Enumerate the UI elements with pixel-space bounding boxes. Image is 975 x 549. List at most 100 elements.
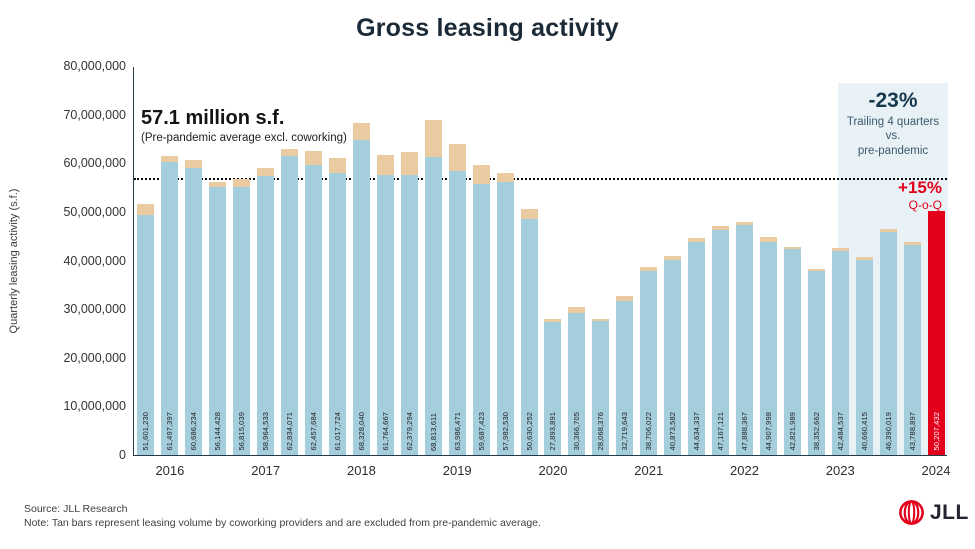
bar-Q2-2024: 50,207,432 <box>927 210 945 455</box>
coworking-segment <box>879 229 897 232</box>
qoq-pct-label: +15% <box>898 178 942 197</box>
bar-Q1-2024: 43,788,897 <box>903 242 921 455</box>
coworking-segment <box>329 158 346 174</box>
bar-value-label: 61,497,397 <box>165 412 175 451</box>
coworking-segment <box>185 159 203 169</box>
bar-value-label: 61,764,667 <box>380 412 390 451</box>
trailing-pct-label: -23% <box>868 89 918 112</box>
coworking-segment <box>544 319 562 323</box>
bar-value-label: 68,813,611 <box>428 413 438 451</box>
y-tick-50000000: 50,000,000 <box>63 204 126 219</box>
bar-value-label: 30,366,705 <box>572 412 582 451</box>
bar-value-label: 56,815,039 <box>237 412 247 451</box>
coworking-segment <box>400 151 418 176</box>
bar-Q2-2018: 68,328,040 <box>352 122 370 455</box>
bar-Q2-2019: 63,986,471 <box>448 143 466 455</box>
bar-value-label: 62,379,294 <box>404 412 414 451</box>
coworking-segment <box>305 151 323 166</box>
coworking-segment <box>161 155 179 163</box>
bar-value-label: 40,873,582 <box>668 412 678 451</box>
bar-value-label: 50,630,252 <box>524 412 534 451</box>
bar-Q2-2020: 27,893,891 <box>544 319 562 455</box>
bar-Q4-2019: 57,982,530 <box>496 173 514 455</box>
bars-container: 51,601,230 61,497,397 60,686,234 56,144,428… <box>134 67 947 455</box>
y-tick-40000000: 40,000,000 <box>63 253 126 268</box>
bar-value-label: 38,706,022 <box>644 412 654 451</box>
coworking-segment <box>209 182 227 187</box>
coworking-segment <box>688 237 706 242</box>
y-tick-60000000: 60,000,000 <box>63 156 126 171</box>
bar-value-label: 47,167,121 <box>716 412 726 451</box>
bar-Q2-2022: 47,888,367 <box>736 222 753 455</box>
bar-Q3-2020: 30,366,705 <box>568 307 586 455</box>
bar-Q4-2016: 56,144,428 <box>209 182 227 455</box>
coworking-segment <box>568 307 586 313</box>
bar-value-label: 58,964,533 <box>261 412 271 451</box>
y-tick-30000000: 30,000,000 <box>63 302 126 317</box>
y-tick-80000000: 80,000,000 <box>63 59 126 73</box>
bar-value-label: 42,484,537 <box>835 412 845 451</box>
bar-Q1-2020: 50,630,252 <box>520 208 538 455</box>
bar-Q4-2020: 28,068,376 <box>592 318 610 455</box>
coworking-segment <box>855 257 873 261</box>
bar-Q1-2022: 47,167,121 <box>712 225 730 455</box>
y-tick-0: 0 <box>119 448 126 462</box>
bar-value-label: 61,017,724 <box>333 412 342 451</box>
trailing-annotation: -23% Trailing 4 quarters vs. pre-pandemi… <box>838 89 948 158</box>
bar-value-label: 46,390,019 <box>883 412 893 451</box>
year-label-2022: 2022 <box>730 463 759 478</box>
jll-wordmark: JLL <box>930 500 969 524</box>
page-title: Gross leasing activity <box>356 14 619 42</box>
bar-Q1-2017: 56,815,039 <box>233 178 251 455</box>
y-tick-20000000: 20,000,000 <box>63 350 126 365</box>
bar-value-label: 40,660,415 <box>859 412 869 451</box>
qoq-caption: Q-o-Q <box>908 197 942 212</box>
coworking-segment <box>736 222 753 226</box>
bar-Q1-2016: 51,601,230 <box>137 204 155 455</box>
bar-value-label: 62,834,071 <box>285 412 295 451</box>
bar-Q3-2017: 62,834,071 <box>281 149 299 455</box>
qoq-annotation: +15% Q-o-Q <box>898 179 942 212</box>
bar-value-label: 44,907,998 <box>763 412 773 451</box>
coworking-segment <box>424 120 442 157</box>
bar-value-label: 68,328,040 <box>356 412 366 451</box>
bar-Q1-2019: 68,813,611 <box>424 120 442 455</box>
coworking-segment <box>520 208 538 219</box>
year-label-2020: 2020 <box>538 463 568 478</box>
bar-value-label: 28,068,376 <box>596 412 606 451</box>
coworking-segment <box>616 295 634 302</box>
average-value-label: 57.1 million s.f. <box>141 107 285 129</box>
coworking-segment <box>233 178 251 188</box>
bar-value-label: 38,352,662 <box>811 412 821 451</box>
pre-pandemic-average-line <box>134 178 947 181</box>
bar-Q3-2018: 61,764,667 <box>376 154 394 455</box>
bar-Q3-2016: 60,686,234 <box>185 159 203 455</box>
year-label-2019: 2019 <box>442 463 472 478</box>
year-label-2021: 2021 <box>634 463 664 478</box>
coworking-segment <box>281 149 299 157</box>
coworking-segment <box>257 168 275 176</box>
bar-value-label: 50,207,432 <box>931 412 941 451</box>
bar-Q4-2022: 42,821,989 <box>783 246 801 455</box>
bar-value-label: 43,788,897 <box>907 412 917 451</box>
bar-value-label: 51,601,230 <box>141 412 151 451</box>
bar-Q2-2016: 61,497,397 <box>161 155 179 455</box>
year-label-2018: 2018 <box>346 463 376 478</box>
bar-value-label: 60,686,234 <box>189 412 199 451</box>
bar-value-label: 42,821,989 <box>787 412 797 451</box>
year-label-2017: 2017 <box>251 463 281 478</box>
source-text: Source: JLL Research <box>24 503 128 515</box>
bar-Q2-2017: 58,964,533 <box>257 168 275 455</box>
year-label-2023: 2023 <box>825 463 855 478</box>
coworking-segment <box>352 122 370 140</box>
coworking-segment <box>783 246 801 250</box>
bar-value-label: 44,634,337 <box>692 412 702 451</box>
coworking-segment <box>664 256 682 260</box>
bar-Q4-2021: 44,634,337 <box>688 237 706 455</box>
coworking-segment <box>712 225 730 230</box>
y-tick-10000000: 10,000,000 <box>63 399 126 414</box>
coworking-segment <box>903 242 921 245</box>
bar-Q3-2022: 44,907,998 <box>759 236 777 455</box>
bar-Q3-2021: 40,873,582 <box>664 256 682 455</box>
